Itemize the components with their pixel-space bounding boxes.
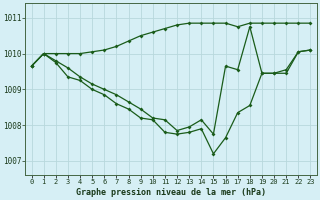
X-axis label: Graphe pression niveau de la mer (hPa): Graphe pression niveau de la mer (hPa) — [76, 188, 266, 197]
